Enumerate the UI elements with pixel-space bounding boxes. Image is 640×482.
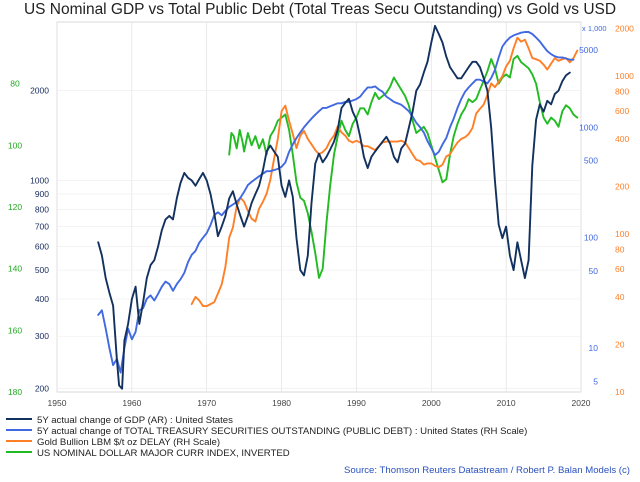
gold-tick-label: 400 [615, 134, 629, 144]
legend: 5Y actual change of GDP (AR) : United St… [6, 415, 636, 459]
chart-title: US Nominal GDP vs Total Public Debt (Tot… [23, 1, 617, 18]
grid [56, 22, 582, 392]
debt-tick-label: 10 [589, 343, 599, 353]
axes: 1950 1960 1970 1980 1990 2000 2010 202080100120… [8, 24, 634, 408]
gold-tick-label: 80 [615, 244, 625, 254]
x-tick-label: 1950 [48, 398, 67, 408]
legend-item: US NOMINAL DOLLAR MAJOR CURR INDEX, INVE… [6, 448, 636, 459]
gdp-tick-label: 900 [35, 189, 49, 199]
series-line-2 [97, 31, 575, 374]
gdp-tick-label: 600 [35, 242, 49, 252]
legend-item: 5Y actual change of GDP (AR) : United St… [6, 415, 636, 426]
gdp-tick-label: 800 [35, 204, 49, 214]
debt-tick-label: 1000 [579, 122, 598, 132]
gold-tick-label: 40 [615, 292, 625, 302]
legend-item: Gold Bullion LBM $/t oz DELAY (RH Scale) [6, 437, 636, 448]
debt-axis-unit-label: x 1,000 [582, 24, 607, 33]
debt-tick-label: 500 [584, 156, 598, 166]
gold-tick-label: 2000 [615, 24, 634, 34]
x-tick-label: 2000 [422, 398, 441, 408]
debt-tick-label: 5000 [579, 45, 598, 55]
legend-label: US NOMINAL DOLLAR MAJOR CURR INDEX, INVE… [37, 448, 290, 459]
gdp-tick-label: 200 [35, 384, 49, 394]
gold-tick-label: 1000 [615, 71, 634, 81]
legend-label: 5Y actual change of GDP (AR) : United St… [37, 415, 233, 426]
gold-tick-label: 60 [615, 264, 625, 274]
gdp-tick-label: 1000 [30, 175, 49, 185]
legend-swatch [6, 451, 32, 454]
x-tick-label: 1970 [197, 398, 216, 408]
x-tick-label: 2020 [572, 398, 591, 408]
debt-tick-label: 50 [589, 266, 599, 276]
usd-inverted-tick-label: 100 [8, 140, 22, 150]
series-line-1 [97, 24, 571, 390]
gdp-tick-label: 2000 [30, 86, 49, 96]
plot-background [56, 21, 582, 393]
usd-inverted-tick-label: 180 [8, 387, 22, 397]
usd-inverted-tick-label: 140 [8, 264, 22, 274]
series-line-3 [190, 36, 579, 308]
x-tick-label: 1990 [347, 398, 366, 408]
legend-swatch [6, 418, 32, 421]
usd-inverted-tick-label: 160 [8, 325, 22, 335]
debt-tick-label: 100 [584, 233, 598, 243]
gold-tick-label: 100 [615, 229, 629, 239]
gold-tick-label: 20 [615, 339, 625, 349]
gold-tick-label: 10 [615, 387, 625, 397]
gdp-tick-label: 700 [35, 222, 49, 232]
series-lines [97, 24, 579, 390]
usd-inverted-tick-label: 120 [8, 202, 22, 212]
gold-tick-label: 600 [615, 106, 629, 116]
x-tick-label: 1960 [122, 398, 141, 408]
legend-label: 5Y actual change of TOTAL TREASURY SECUR… [37, 426, 528, 437]
debt-tick-label: 5 [593, 376, 598, 386]
legend-label: Gold Bullion LBM $/t oz DELAY (RH Scale) [37, 437, 221, 448]
source-note: Source: Thomson Reuters Datastream / Rob… [344, 465, 630, 476]
x-tick-label: 2010 [497, 398, 516, 408]
legend-item: 5Y actual change of TOTAL TREASURY SECUR… [6, 426, 636, 437]
legend-swatch [6, 429, 32, 432]
gdp-tick-label: 500 [35, 265, 49, 275]
x-tick-label: 1980 [272, 398, 291, 408]
gold-tick-label: 200 [615, 181, 629, 191]
usd-inverted-tick-label: 80 [10, 79, 20, 89]
legend-swatch [6, 440, 32, 443]
gdp-tick-label: 300 [35, 331, 49, 341]
gold-tick-label: 800 [615, 86, 629, 96]
gdp-tick-label: 400 [35, 294, 49, 304]
